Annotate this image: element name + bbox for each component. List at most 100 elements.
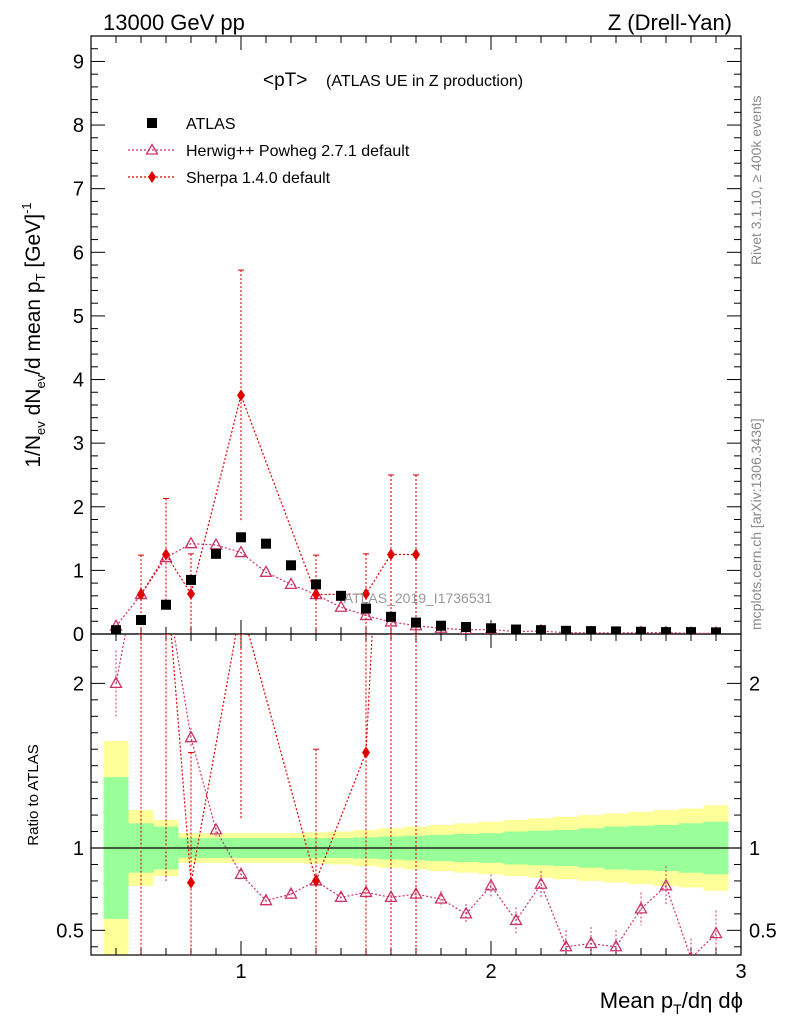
sherpa-line xyxy=(140,393,416,596)
sherpa-ratio-line xyxy=(170,634,373,883)
ratio-y-tick-label: 2 xyxy=(73,673,84,695)
x-tick-label: 1 xyxy=(235,961,246,983)
atlas-point xyxy=(311,579,321,590)
herwig-ratio-point xyxy=(234,866,248,879)
herwig-ratio-point xyxy=(609,939,623,952)
herwig-ratio-point xyxy=(384,890,398,903)
main-y-tick-label: 6 xyxy=(73,242,84,264)
plot-title-main: <pT> xyxy=(263,70,307,91)
ratio-y-tick-label: 1 xyxy=(73,838,84,860)
atlas-point xyxy=(261,538,271,549)
herwig-ratio-point xyxy=(459,906,473,919)
sherpa-ratio-point xyxy=(312,874,320,887)
atlas-point xyxy=(486,623,496,634)
atlas-point xyxy=(286,560,296,571)
sherpa-ratio-point xyxy=(237,600,245,612)
main-y-tick-label: 5 xyxy=(73,306,84,328)
svg-text:Mean pT/dη dϕ: Mean pT/dη dϕ xyxy=(600,988,743,1017)
main-y-axis-label: 1/Nev dNev/d mean pT [GeV]-1 xyxy=(19,202,48,467)
herwig-ratio-point xyxy=(184,730,198,743)
legend-herwig-label: Herwig++ Powheg 2.7.1 default xyxy=(186,143,410,160)
svg-text:1/Nev dNev/d mean pT [GeV]-1: 1/Nev dNev/d mean pT [GeV]-1 xyxy=(19,202,48,467)
sherpa-ratio-point xyxy=(387,266,395,278)
legend-entry-herwig: Herwig++ Powheg 2.7.1 default xyxy=(128,143,410,160)
sherpa-point xyxy=(162,548,170,561)
herwig-point xyxy=(209,537,223,550)
sherpa-ratio-point xyxy=(187,876,195,889)
herwig-ratio-point xyxy=(334,890,348,903)
atlas-point xyxy=(411,617,421,628)
header-process-label: Z (Drell-Yan) xyxy=(608,10,732,35)
ratio-y-tick-label-right: 1 xyxy=(749,838,760,860)
main-y-tick-label: 8 xyxy=(73,115,84,137)
atlas-point xyxy=(211,548,221,559)
ratio-marks-group xyxy=(109,266,723,955)
herwig-ratio-point xyxy=(584,936,598,949)
header-beam-label: 13000 GeV pp xyxy=(103,10,245,35)
atlas-point xyxy=(586,626,596,634)
main-y-tick-label: 4 xyxy=(73,370,84,392)
herwig-ratio-point xyxy=(109,676,123,689)
plot-title-sub: (ATLAS UE in Z production) xyxy=(326,73,523,90)
atlas-point xyxy=(461,622,471,633)
herwig-ratio-point xyxy=(659,878,673,891)
data-marks xyxy=(109,266,723,955)
herwig-point xyxy=(159,550,173,563)
atlas-point xyxy=(336,590,346,601)
atlas-point xyxy=(136,615,146,626)
legend-entry-sherpa: Sherpa 1.4.0 default xyxy=(128,170,331,187)
main-y-tick-label: 9 xyxy=(73,51,84,73)
atlas-point xyxy=(186,574,196,585)
herwig-ratio-point xyxy=(634,901,648,914)
herwig-ratio-point xyxy=(709,926,723,939)
rivet-version-label: Rivet 3.1.10, ≥ 400k events xyxy=(748,95,764,265)
x-tick-label: 3 xyxy=(735,961,746,983)
atlas-point xyxy=(361,603,371,614)
herwig-ratio-point xyxy=(209,822,223,835)
herwig-ratio-point xyxy=(259,893,273,906)
mcplots-reference-label: mcplots.cern.ch [arXiv:1306.3436] xyxy=(748,418,764,630)
legend-atlas-marker xyxy=(147,118,157,128)
atlas-point xyxy=(386,611,396,622)
sherpa-ratio-point xyxy=(362,746,370,759)
main-y-tick-label: 1 xyxy=(73,560,84,582)
sherpa-point xyxy=(312,588,320,601)
x-axis-label: Mean pT/dη dϕ xyxy=(600,988,743,1017)
herwig-ratio-point xyxy=(509,913,523,926)
legend-herwig-marker xyxy=(145,143,159,155)
sherpa-point xyxy=(387,548,395,561)
herwig-point xyxy=(334,599,348,612)
atlas-point xyxy=(686,627,696,634)
atlas-point xyxy=(511,624,521,634)
atlas-point xyxy=(161,599,171,610)
legend: ATLAS Herwig++ Powheg 2.7.1 default Sher… xyxy=(128,116,410,187)
herwig-ratio-point xyxy=(534,876,548,889)
x-tick-label: 2 xyxy=(485,961,496,983)
legend-atlas-label: ATLAS xyxy=(186,116,236,133)
atlas-point xyxy=(661,627,671,634)
sherpa-point xyxy=(412,548,420,561)
atlas-point xyxy=(636,626,646,634)
atlas-point xyxy=(536,625,546,634)
ratio-y-tick-label-right: 0.5 xyxy=(749,920,777,942)
sherpa-point xyxy=(362,587,370,600)
herwig-point xyxy=(284,577,298,590)
sherpa-point xyxy=(137,588,145,601)
herwig-ratio-point xyxy=(284,886,298,899)
sherpa-point xyxy=(237,389,245,402)
legend-sherpa-label: Sherpa 1.4.0 default xyxy=(186,170,331,187)
herwig-point xyxy=(259,564,273,577)
atlas-point xyxy=(436,620,446,631)
atlas-point xyxy=(711,627,721,634)
herwig-point xyxy=(184,536,198,549)
atlas-point xyxy=(236,532,246,543)
herwig-ratio-point xyxy=(136,546,147,556)
sherpa-point xyxy=(187,587,195,600)
main-marks-group xyxy=(109,269,721,634)
atlas-point xyxy=(561,625,571,634)
main-y-tick-label: 3 xyxy=(73,433,84,455)
ratio-y-tick-label-right: 2 xyxy=(749,673,760,695)
main-y-tick-label: 2 xyxy=(73,497,84,519)
herwig-ratio-point xyxy=(559,939,573,952)
